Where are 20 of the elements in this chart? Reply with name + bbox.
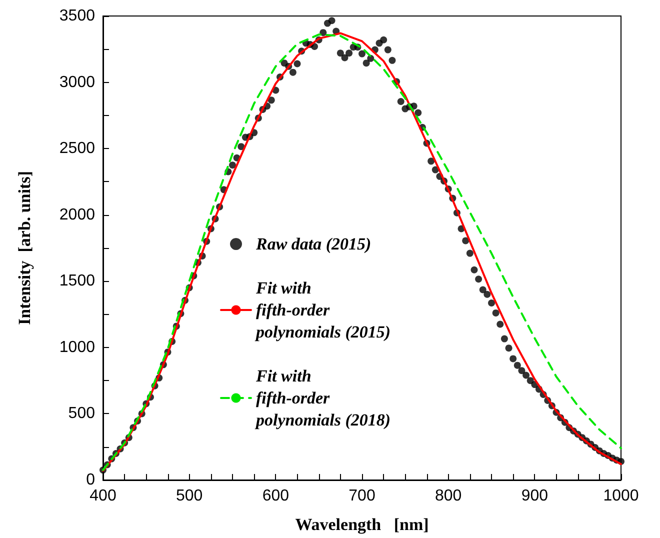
legend-label: Fit with fifth-order polynomials (2018) xyxy=(254,366,391,430)
x-axis-title: Wavelength [nm] xyxy=(295,515,429,534)
x-tick-label: 900 xyxy=(521,488,548,504)
y-tick-label: 2000 xyxy=(59,206,96,224)
x-tick-label: 700 xyxy=(348,488,376,504)
y-tick-label: 3500 xyxy=(59,8,96,24)
x-tick-label: 800 xyxy=(434,488,462,504)
x-tick-label: 600 xyxy=(262,488,290,504)
y-tick-label: 0 xyxy=(86,472,96,488)
legend-label: Raw data (2015) xyxy=(255,234,372,254)
y-tick-label: 3000 xyxy=(59,74,96,91)
y-tick-label: 1500 xyxy=(59,272,96,290)
legend-label: Fit with fifth-order polynomials (2015) xyxy=(254,278,391,342)
y-axis-title: Intensity [arb. units] xyxy=(15,171,34,325)
y-tick-label: 500 xyxy=(68,405,96,422)
x-tick-label: 1000 xyxy=(603,488,639,504)
y-tick-label: 2500 xyxy=(59,140,96,158)
x-tick-label: 400 xyxy=(90,488,116,504)
x-tick-label: 500 xyxy=(176,488,203,504)
y-tick-label: 1000 xyxy=(59,338,96,356)
